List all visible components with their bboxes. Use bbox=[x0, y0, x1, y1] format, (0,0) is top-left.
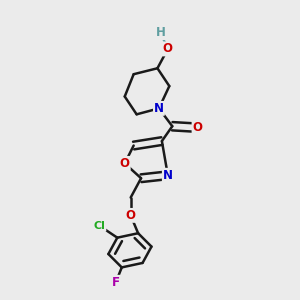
Text: O: O bbox=[163, 42, 173, 56]
Text: O: O bbox=[120, 157, 130, 170]
Text: Cl: Cl bbox=[94, 221, 105, 231]
Text: H: H bbox=[155, 26, 165, 39]
Text: F: F bbox=[112, 276, 120, 289]
Text: O: O bbox=[126, 209, 136, 222]
Text: N: N bbox=[154, 102, 164, 115]
Text: N: N bbox=[163, 169, 173, 182]
Text: O: O bbox=[193, 121, 202, 134]
